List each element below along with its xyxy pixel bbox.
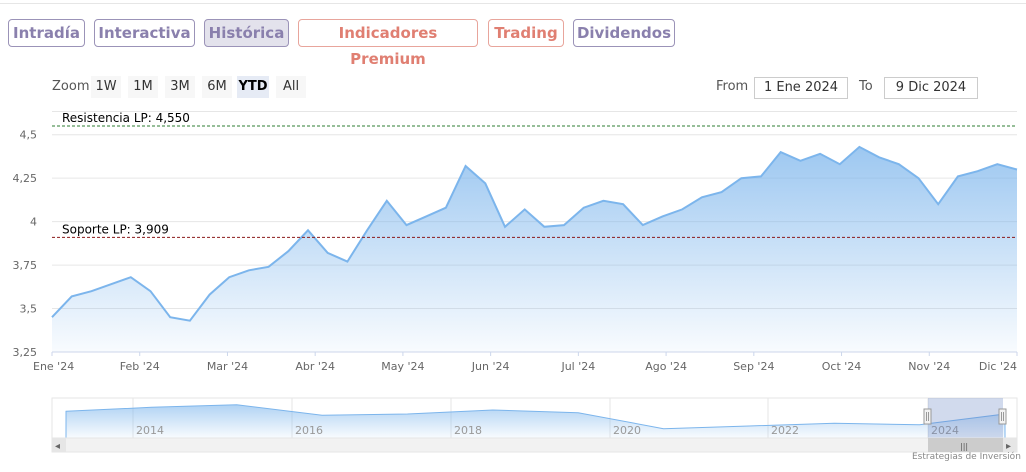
tab-intradia[interactable]: Intradía	[8, 19, 85, 47]
x-tick-label: Jul '24	[560, 360, 595, 373]
price-line	[51, 145, 1018, 322]
scrollbar-track[interactable]	[51, 437, 1018, 453]
navigator-right-handle[interactable]	[998, 408, 1007, 425]
tab-indicadores-premium[interactable]: Indicadores Premium	[298, 19, 478, 68]
x-tick-label: Dic '24	[979, 360, 1017, 373]
zoom-3m-button[interactable]: 3M	[165, 76, 195, 98]
scroll-right-arrow-icon: ▸	[1006, 441, 1011, 452]
top-divider	[0, 3, 1026, 4]
navigator-left-handle[interactable]	[923, 408, 932, 425]
x-tick-label: Mar '24	[207, 360, 248, 373]
tab-trading[interactable]: Trading	[488, 19, 564, 47]
tab-interactiva[interactable]: Interactiva	[94, 19, 195, 47]
x-tick-label: Abr '24	[295, 360, 335, 373]
navigator-year-label: 2024	[931, 424, 959, 437]
grip-icon: |||	[960, 442, 968, 451]
x-tick-label: Oct '24	[822, 360, 862, 373]
zoom-6m-button[interactable]: 6M	[202, 76, 232, 98]
x-tick-label: May '24	[381, 360, 424, 373]
x-tick-label: Nov '24	[908, 360, 950, 373]
range-to-label: To	[859, 79, 873, 94]
scrollbar-left-button[interactable]	[52, 438, 66, 452]
range-from-label: From	[716, 79, 749, 94]
y-tick-label: 3,25	[13, 346, 38, 359]
zoom-label: Zoom	[52, 79, 90, 94]
navigator-year-label: 2018	[454, 424, 482, 437]
scroll-left-arrow-icon: ◂	[55, 441, 60, 452]
scrollbar-right-button[interactable]	[1003, 438, 1017, 452]
y-tick-label: 3,5	[20, 303, 38, 316]
price-chart: Resistencia LP: 4,550 Soporte LP: 3,909 …	[13, 111, 1018, 373]
price-area	[52, 146, 1017, 352]
navigator-labels: 2014 2016 2018 2020 2022 2024	[136, 424, 959, 437]
y-tick-label: 3,75	[13, 259, 38, 272]
x-axis-labels: Ene '24 Feb '24 Mar '24 Abr '24 May '24 Jun '…	[33, 352, 1018, 373]
y-axis-labels: 3,25 3,5 3,75 4 4,25 4,5	[13, 129, 38, 359]
navigator-year-label: 2014	[136, 424, 164, 437]
navigator-year-label: 2022	[771, 424, 799, 437]
y-tick-label: 4,5	[20, 129, 38, 142]
scrollbar-thumb[interactable]	[928, 438, 1003, 452]
x-tick-label: Ago '24	[645, 360, 687, 373]
x-tick-label: Jun '24	[471, 360, 510, 373]
navigator-area	[65, 404, 1006, 439]
zoom-all-button[interactable]: All	[276, 76, 306, 98]
tab-dividendos[interactable]: Dividendos	[573, 19, 675, 47]
x-tick-label: Feb '24	[120, 360, 160, 373]
navigator-year-label: 2020	[613, 424, 641, 437]
toolbar-divider	[52, 111, 1017, 112]
zoom-1m-button[interactable]: 1M	[128, 76, 158, 98]
x-tick-label: Ene '24	[33, 360, 74, 373]
chart-credit: Estrategias de Inversión	[912, 452, 1021, 462]
tab-historica[interactable]: Histórica	[204, 19, 289, 47]
resistance-label: Resistencia LP: 4,550	[62, 111, 190, 125]
support-label: Soporte LP: 3,909	[62, 222, 169, 236]
zoom-ytd-button[interactable]: YTD	[237, 76, 269, 98]
x-tick-label: Sep '24	[733, 360, 774, 373]
y-tick-label: 4,25	[13, 172, 38, 185]
range-from-input[interactable]: 1 Ene 2024	[754, 77, 848, 99]
navigator-year-label: 2016	[295, 424, 323, 437]
zoom-1w-button[interactable]: 1W	[91, 76, 121, 98]
y-tick-label: 4	[30, 216, 37, 229]
range-to-input[interactable]: 9 Dic 2024	[884, 77, 978, 99]
navigator-selection[interactable]	[928, 398, 1003, 438]
tab-bar: Intradía Interactiva Histórica Indicador…	[0, 0, 1026, 68]
